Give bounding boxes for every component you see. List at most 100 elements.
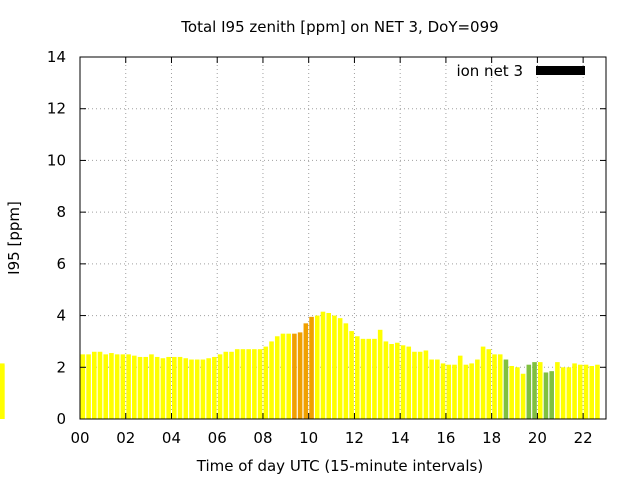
bar (435, 359, 440, 419)
bar (160, 358, 166, 419)
bar (343, 323, 349, 419)
bar (86, 354, 91, 419)
bar (372, 338, 377, 419)
bar (292, 333, 297, 419)
bar (326, 312, 331, 419)
y-tick-label: 4 (56, 307, 66, 325)
bar (263, 346, 269, 419)
bar (332, 315, 337, 419)
plot-frame (79, 56, 607, 420)
bar (429, 359, 434, 419)
bar (349, 331, 354, 419)
bar (440, 363, 446, 419)
bar (555, 362, 560, 419)
bar (360, 338, 366, 419)
bar (577, 364, 583, 419)
bar (257, 349, 263, 419)
bar (412, 351, 417, 419)
bar (480, 346, 486, 419)
bar (400, 345, 406, 419)
bar (417, 351, 423, 419)
bar (560, 367, 566, 419)
bar (0, 364, 5, 419)
bar (320, 311, 326, 419)
bar (395, 342, 400, 419)
y-tick-label: 12 (47, 100, 66, 118)
bar (126, 354, 131, 419)
bar (92, 351, 97, 419)
bar (177, 356, 183, 419)
bar (114, 354, 120, 419)
bar (520, 373, 526, 419)
bar (212, 356, 217, 419)
bar (234, 349, 240, 419)
bar (297, 332, 303, 419)
bar (383, 341, 389, 419)
bar (149, 354, 154, 419)
bar (172, 356, 177, 419)
bar (377, 329, 383, 419)
legend: ion net 3 (456, 62, 585, 80)
bar (217, 354, 223, 419)
bar (154, 356, 160, 419)
bar (246, 349, 251, 419)
bar (532, 362, 537, 419)
y-tick-label: 14 (47, 48, 66, 66)
y-tick-label: 2 (56, 358, 66, 376)
x-tick-label: 20 (528, 429, 547, 447)
y-tick-label: 8 (56, 203, 66, 221)
y-tick-label: 6 (56, 255, 66, 273)
bar (80, 354, 86, 419)
bar (194, 359, 200, 419)
bar (229, 351, 234, 419)
bar (366, 338, 372, 419)
bar (309, 316, 314, 419)
bar (286, 333, 291, 419)
bar (537, 362, 543, 419)
bar (526, 364, 532, 419)
bar (503, 359, 509, 419)
bar (406, 346, 412, 419)
bar (280, 333, 286, 419)
bar (137, 356, 143, 419)
bar (469, 363, 474, 419)
bar-series (0, 311, 600, 419)
bar (549, 371, 554, 419)
legend-swatch (536, 66, 585, 75)
bar (252, 349, 257, 419)
grid-lines (80, 57, 606, 419)
x-tick-label: 22 (574, 429, 593, 447)
x-tick-label: 16 (436, 429, 455, 447)
bar (337, 318, 343, 419)
bar (515, 367, 520, 419)
bar (457, 355, 463, 419)
bar (269, 341, 274, 419)
bar (103, 354, 109, 419)
x-tick-label: 00 (70, 429, 89, 447)
y-axis-label: I95 [ppm] (5, 201, 23, 275)
x-tick-label: 10 (299, 429, 318, 447)
bar (200, 359, 206, 419)
legend-label: ion net 3 (456, 62, 523, 80)
bar (206, 358, 211, 419)
bar (274, 336, 280, 419)
chart-title: Total I95 zenith [ppm] on NET 3, DoY=099 (180, 18, 498, 36)
x-tick-label: 04 (162, 429, 181, 447)
y-tick-label: 10 (47, 151, 66, 169)
bar (109, 353, 114, 419)
bar (492, 354, 497, 419)
bar (566, 367, 572, 419)
bar (183, 358, 189, 419)
bar (132, 355, 137, 419)
x-tick-label: 14 (391, 429, 410, 447)
bar (314, 315, 320, 419)
bar (543, 372, 549, 419)
x-tick-label: 08 (253, 429, 272, 447)
x-tick-label: 18 (482, 429, 501, 447)
bar (446, 364, 452, 419)
bar (120, 354, 126, 419)
bar (303, 323, 309, 419)
bar (589, 365, 594, 419)
